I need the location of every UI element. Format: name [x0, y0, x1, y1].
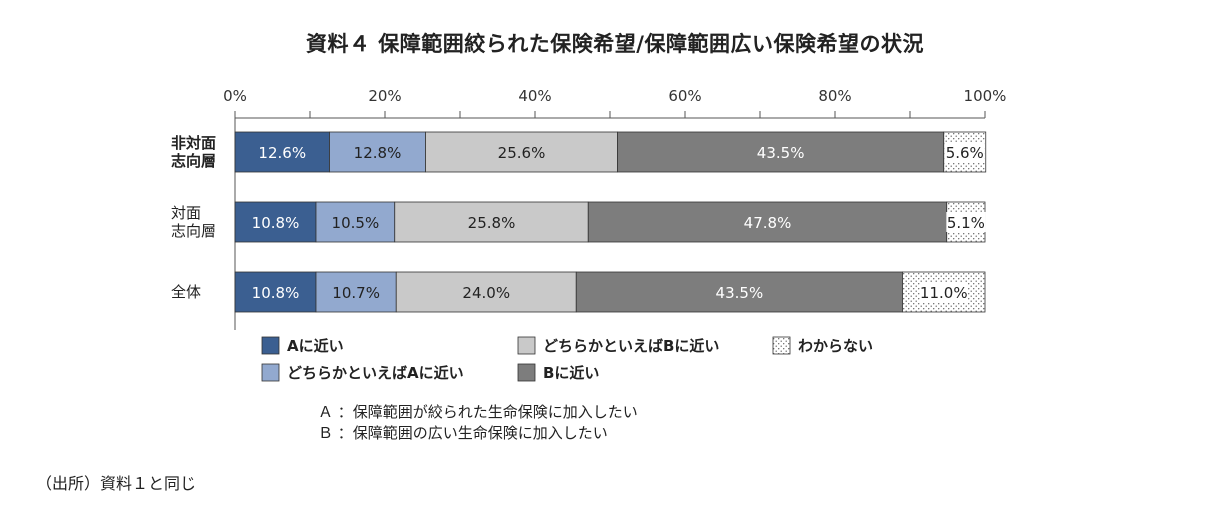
x-tick-label: 40% — [518, 87, 551, 105]
legend-swatch — [261, 336, 280, 355]
bar-segment — [234, 131, 330, 173]
legend-label: Bに近い — [543, 364, 599, 382]
data-label: 5.1% — [947, 214, 985, 232]
bar-segment — [394, 201, 589, 243]
footnote-b: Ｂ ：保障範囲の広い生命保険に加入したい — [318, 424, 608, 442]
chart-title: 資料４ 保障範囲絞られた保険希望/保障範囲広い保険希望の状況 — [306, 32, 924, 56]
data-label: 10.5% — [332, 214, 380, 232]
category-label: 志向層 — [171, 152, 216, 170]
x-tick-label: 60% — [668, 87, 701, 105]
data-label: 10.8% — [252, 284, 300, 302]
data-label: 47.8% — [744, 214, 792, 232]
legend-label: わからない — [798, 337, 873, 355]
data-label-background — [920, 282, 968, 302]
category-label: 対面 — [171, 204, 201, 222]
data-label: 10.8% — [252, 214, 300, 232]
bar-segment — [234, 201, 317, 243]
legend-swatch — [517, 363, 536, 382]
bar-segment — [315, 201, 396, 243]
legend-label: Aに近い — [287, 337, 344, 355]
footnote-a: Ａ ：保障範囲が絞られた生命保険に加入したい — [318, 403, 638, 421]
legend-swatch — [772, 336, 791, 355]
data-label: 12.8% — [354, 144, 402, 162]
legend-swatch — [517, 336, 536, 355]
data-label: 24.0% — [462, 284, 510, 302]
bar-segment — [395, 271, 577, 313]
bar-segment — [234, 271, 317, 313]
x-tick-label: 100% — [964, 87, 1007, 105]
bar-segment — [425, 131, 618, 173]
legend-label: どちらかといえばBに近い — [543, 337, 719, 355]
x-tick-label: 20% — [368, 87, 401, 105]
category-label: 全体 — [171, 283, 201, 301]
bar-segment — [329, 131, 426, 173]
legend-swatch — [261, 363, 280, 382]
data-label: 25.6% — [498, 144, 546, 162]
data-label-background — [946, 212, 986, 232]
data-label: 10.7% — [332, 284, 380, 302]
x-tick-label: 0% — [223, 87, 247, 105]
data-label: 43.5% — [757, 144, 805, 162]
x-tick-label: 80% — [818, 87, 851, 105]
bar-segment — [575, 271, 903, 313]
bar-segment — [315, 271, 397, 313]
legend-label: どちらかといえばAに近い — [287, 364, 464, 382]
data-label: 11.0% — [920, 284, 968, 302]
data-label: 5.6% — [946, 144, 984, 162]
data-label: 25.8% — [468, 214, 516, 232]
data-label-background — [945, 142, 985, 162]
category-label: 非対面 — [171, 134, 216, 152]
bar-segment — [587, 201, 948, 243]
data-label: 43.5% — [716, 284, 764, 302]
source-note: （出所）資料１と同じ — [36, 474, 197, 493]
category-label: 志向層 — [171, 222, 216, 240]
bar-segment — [617, 131, 945, 173]
footnotes: Ａ ：保障範囲が絞られた生命保険に加入したい Ｂ ：保障範囲の広い生命保険に加入… — [318, 402, 638, 444]
data-label: 12.6% — [258, 144, 306, 162]
